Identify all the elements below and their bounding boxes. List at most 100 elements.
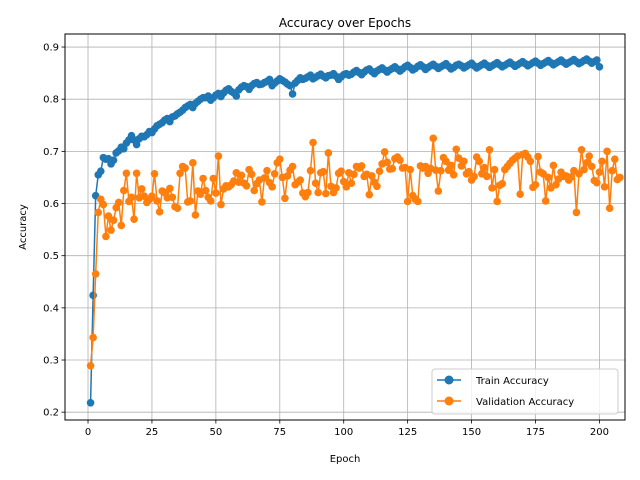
validation-accuracy-point [375, 167, 384, 175]
validation-accuracy-point [526, 157, 535, 166]
validation-accuracy-point [281, 194, 289, 203]
validation-accuracy-point [493, 197, 501, 206]
validation-accuracy-point [150, 169, 159, 178]
validation-accuracy-point [319, 167, 328, 176]
validation-accuracy-point [572, 208, 581, 217]
validation-accuracy-point [365, 190, 374, 199]
validation-accuracy-point [155, 208, 164, 216]
chart-title: Accuracy over Epochs [279, 16, 411, 30]
validation-accuracy-point [168, 193, 177, 202]
y-tick-label: 0.4 [43, 303, 59, 314]
validation-accuracy-point [94, 208, 103, 217]
x-tick-label: 0 [85, 427, 91, 438]
validation-accuracy-point [575, 169, 583, 178]
validation-accuracy-point [268, 183, 276, 191]
validation-accuracy-point [388, 164, 397, 173]
validation-accuracy-point [186, 197, 195, 205]
validation-accuracy-point [214, 152, 223, 160]
validation-accuracy-point [567, 173, 576, 181]
y-tick-label: 0.7 [43, 147, 59, 158]
train-accuracy-point [89, 291, 97, 300]
validation-accuracy-point [580, 165, 588, 174]
validation-accuracy-point [605, 204, 614, 213]
validation-accuracy-point [263, 166, 271, 175]
validation-accuracy-point [127, 193, 136, 202]
train-accuracy-point [232, 92, 241, 100]
validation-accuracy-point [102, 232, 110, 241]
plot-frame [64, 33, 626, 421]
validation-accuracy-point [480, 163, 489, 172]
x-axis-label: Epoch [330, 454, 361, 465]
validation-accuracy-point [368, 172, 376, 180]
train-accuracy-point [109, 156, 118, 165]
validation-accuracy-point [593, 178, 601, 187]
validation-accuracy-point [260, 174, 269, 182]
validation-accuracy-point [585, 152, 593, 160]
x-tick-label: 25 [146, 427, 159, 438]
validation-accuracy-point [91, 270, 100, 278]
validation-accuracy-point [383, 158, 391, 167]
validation-accuracy-point [250, 186, 259, 195]
validation-accuracy-point [531, 180, 540, 189]
validation-accuracy-point [414, 197, 422, 206]
validation-accuracy-point [577, 146, 586, 154]
validation-accuracy-point [322, 189, 330, 198]
validation-accuracy-point [122, 169, 131, 178]
validation-accuracy-point [587, 162, 596, 171]
train-accuracy-point [288, 90, 297, 98]
validation-accuracy-point [429, 134, 438, 143]
x-tick-label: 125 [398, 427, 417, 438]
validation-accuracy-point [191, 211, 200, 219]
validation-accuracy-point [552, 180, 560, 189]
validation-accuracy-point [347, 179, 356, 187]
legend-label-train: Train Accuracy [475, 376, 549, 387]
y-tick-label: 0.5 [43, 251, 59, 262]
validation-accuracy-point [380, 148, 389, 156]
validation-accuracy-point [288, 162, 297, 171]
y-tick-label: 0.2 [43, 408, 59, 419]
x-tick-label: 75 [273, 427, 286, 438]
x-tick-label: 50 [210, 427, 223, 438]
validation-accuracy-point [296, 176, 305, 184]
validation-accuracy-point [541, 197, 550, 205]
validation-accuracy-point [403, 197, 412, 206]
validation-accuracy-point [616, 173, 624, 182]
validation-accuracy-point [470, 172, 478, 181]
train-accuracy-point [595, 63, 604, 71]
validation-accuracy-point [452, 145, 461, 154]
y-axis-label: Accuracy [18, 204, 29, 250]
validation-accuracy-point [544, 173, 553, 182]
validation-accuracy-point [201, 186, 210, 195]
validation-accuracy-point [483, 172, 491, 181]
validation-accuracy-point [104, 212, 113, 220]
validation-accuracy-point [337, 167, 345, 175]
validation-accuracy-point [209, 174, 218, 183]
validation-accuracy-point [283, 172, 292, 180]
y-tick-label: 0.9 [43, 43, 59, 54]
x-tick-label: 150 [462, 427, 481, 438]
validation-accuracy-point [270, 169, 279, 178]
validation-accuracy-point [206, 197, 215, 205]
validation-accuracy-point [247, 170, 256, 179]
train-accuracy-point [593, 56, 601, 64]
validation-accuracy-point [610, 155, 619, 163]
validation-accuracy-point [373, 182, 381, 191]
validation-accuracy-point [309, 138, 317, 147]
train-accuracy-point [120, 144, 128, 153]
train-accuracy-point [97, 167, 105, 175]
validation-accuracy-point [212, 189, 220, 197]
validation-accuracy-point [137, 185, 146, 193]
validation-accuracy-point [242, 181, 251, 190]
validation-accuracy-point [406, 165, 415, 174]
validation-accuracy-point [324, 149, 333, 157]
validation-accuracy-point [465, 167, 473, 176]
validation-accuracy-point [176, 169, 184, 178]
series-layer [86, 55, 624, 407]
validation-accuracy-point [311, 179, 320, 187]
validation-accuracy-point [598, 157, 606, 166]
validation-accuracy-point [488, 184, 496, 192]
validation-accuracy-point [181, 164, 189, 172]
validation-accuracy-point [516, 190, 524, 198]
validation-accuracy-point [109, 216, 118, 225]
validation-accuracy-point [447, 161, 455, 170]
